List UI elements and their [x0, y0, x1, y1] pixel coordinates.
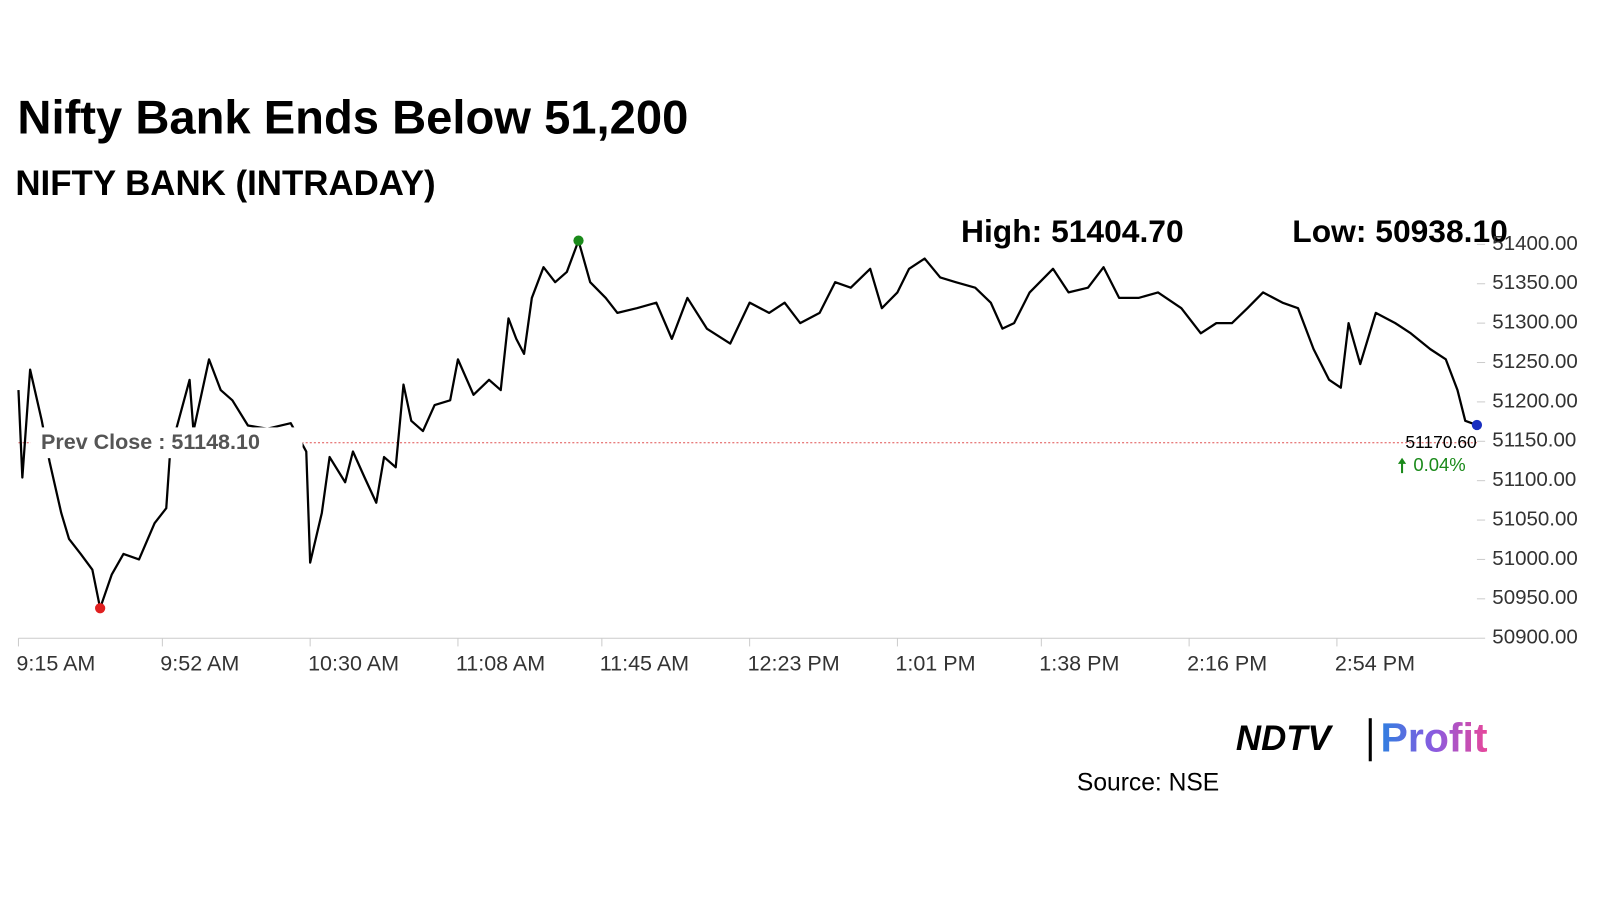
x-tick-label: 2:16 PM — [1187, 652, 1267, 676]
high-value: 51404.70 — [1051, 213, 1184, 249]
source: Source: NSE — [1077, 769, 1219, 796]
low-value: 50938.10 — [1375, 213, 1508, 249]
x-tick-label: 12:23 PM — [748, 652, 840, 676]
x-tick-label: 10:30 AM — [308, 652, 399, 676]
x-tick-label: 2:54 PM — [1335, 652, 1415, 676]
y-tick-label: 51150.00 — [1492, 429, 1576, 452]
y-tick-label: 50900.00 — [1492, 626, 1578, 649]
last-value-label: 51170.60 — [1405, 432, 1477, 452]
high-marker — [573, 235, 584, 246]
chart-title: Nifty Bank Ends Below 51,200 — [17, 91, 688, 144]
y-tick-label: 51100.00 — [1492, 468, 1576, 491]
y-tick-label: 51000.00 — [1492, 547, 1578, 570]
logo-brand: NDTV — [1236, 719, 1334, 758]
y-tick-label: 51400.00 — [1492, 232, 1578, 255]
x-tick-label: 9:15 AM — [16, 652, 95, 676]
last-marker — [1471, 419, 1483, 431]
y-tick-label: 51250.00 — [1492, 350, 1578, 373]
prev-close-value: 51148.10 — [171, 429, 260, 453]
change-label: 0.04% — [1413, 454, 1465, 475]
prev-close-label-bg — [30, 427, 303, 459]
y-tick-label: 51200.00 — [1492, 389, 1578, 412]
high-label: High: 51404.70 — [961, 213, 1184, 249]
x-tick-label: 11:08 AM — [456, 652, 545, 676]
y-tick-label: 51300.00 — [1492, 311, 1578, 334]
prev-close-text: Prev Close : — [41, 429, 165, 453]
price-line — [17, 239, 1478, 610]
low-text: Low: — [1292, 213, 1366, 249]
chart-subtitle: NIFTY BANK (INTRADAY) — [15, 164, 435, 203]
y-tick-label: 51050.00 — [1492, 507, 1578, 530]
y-tick-label: 51350.00 — [1492, 271, 1578, 294]
logo-product: Profit — [1381, 715, 1488, 761]
change-arrow — [1397, 457, 1407, 474]
low-marker — [95, 603, 106, 614]
high-text: High: — [961, 213, 1042, 249]
x-tick-label: 11:45 AM — [600, 652, 689, 676]
x-tick-label: 1:01 PM — [895, 652, 975, 676]
x-tick-label: 1:38 PM — [1039, 652, 1119, 676]
y-tick-label: 50950.00 — [1492, 586, 1578, 609]
prev-close-label: Prev Close : 51148.10 — [41, 429, 260, 453]
x-tick-label: 9:52 AM — [160, 652, 239, 676]
low-label: Low: 50938.10 — [1292, 213, 1508, 249]
plot: 50900.00 50950.00 51000.00 51050.00 51100.00… — [16, 232, 1577, 676]
